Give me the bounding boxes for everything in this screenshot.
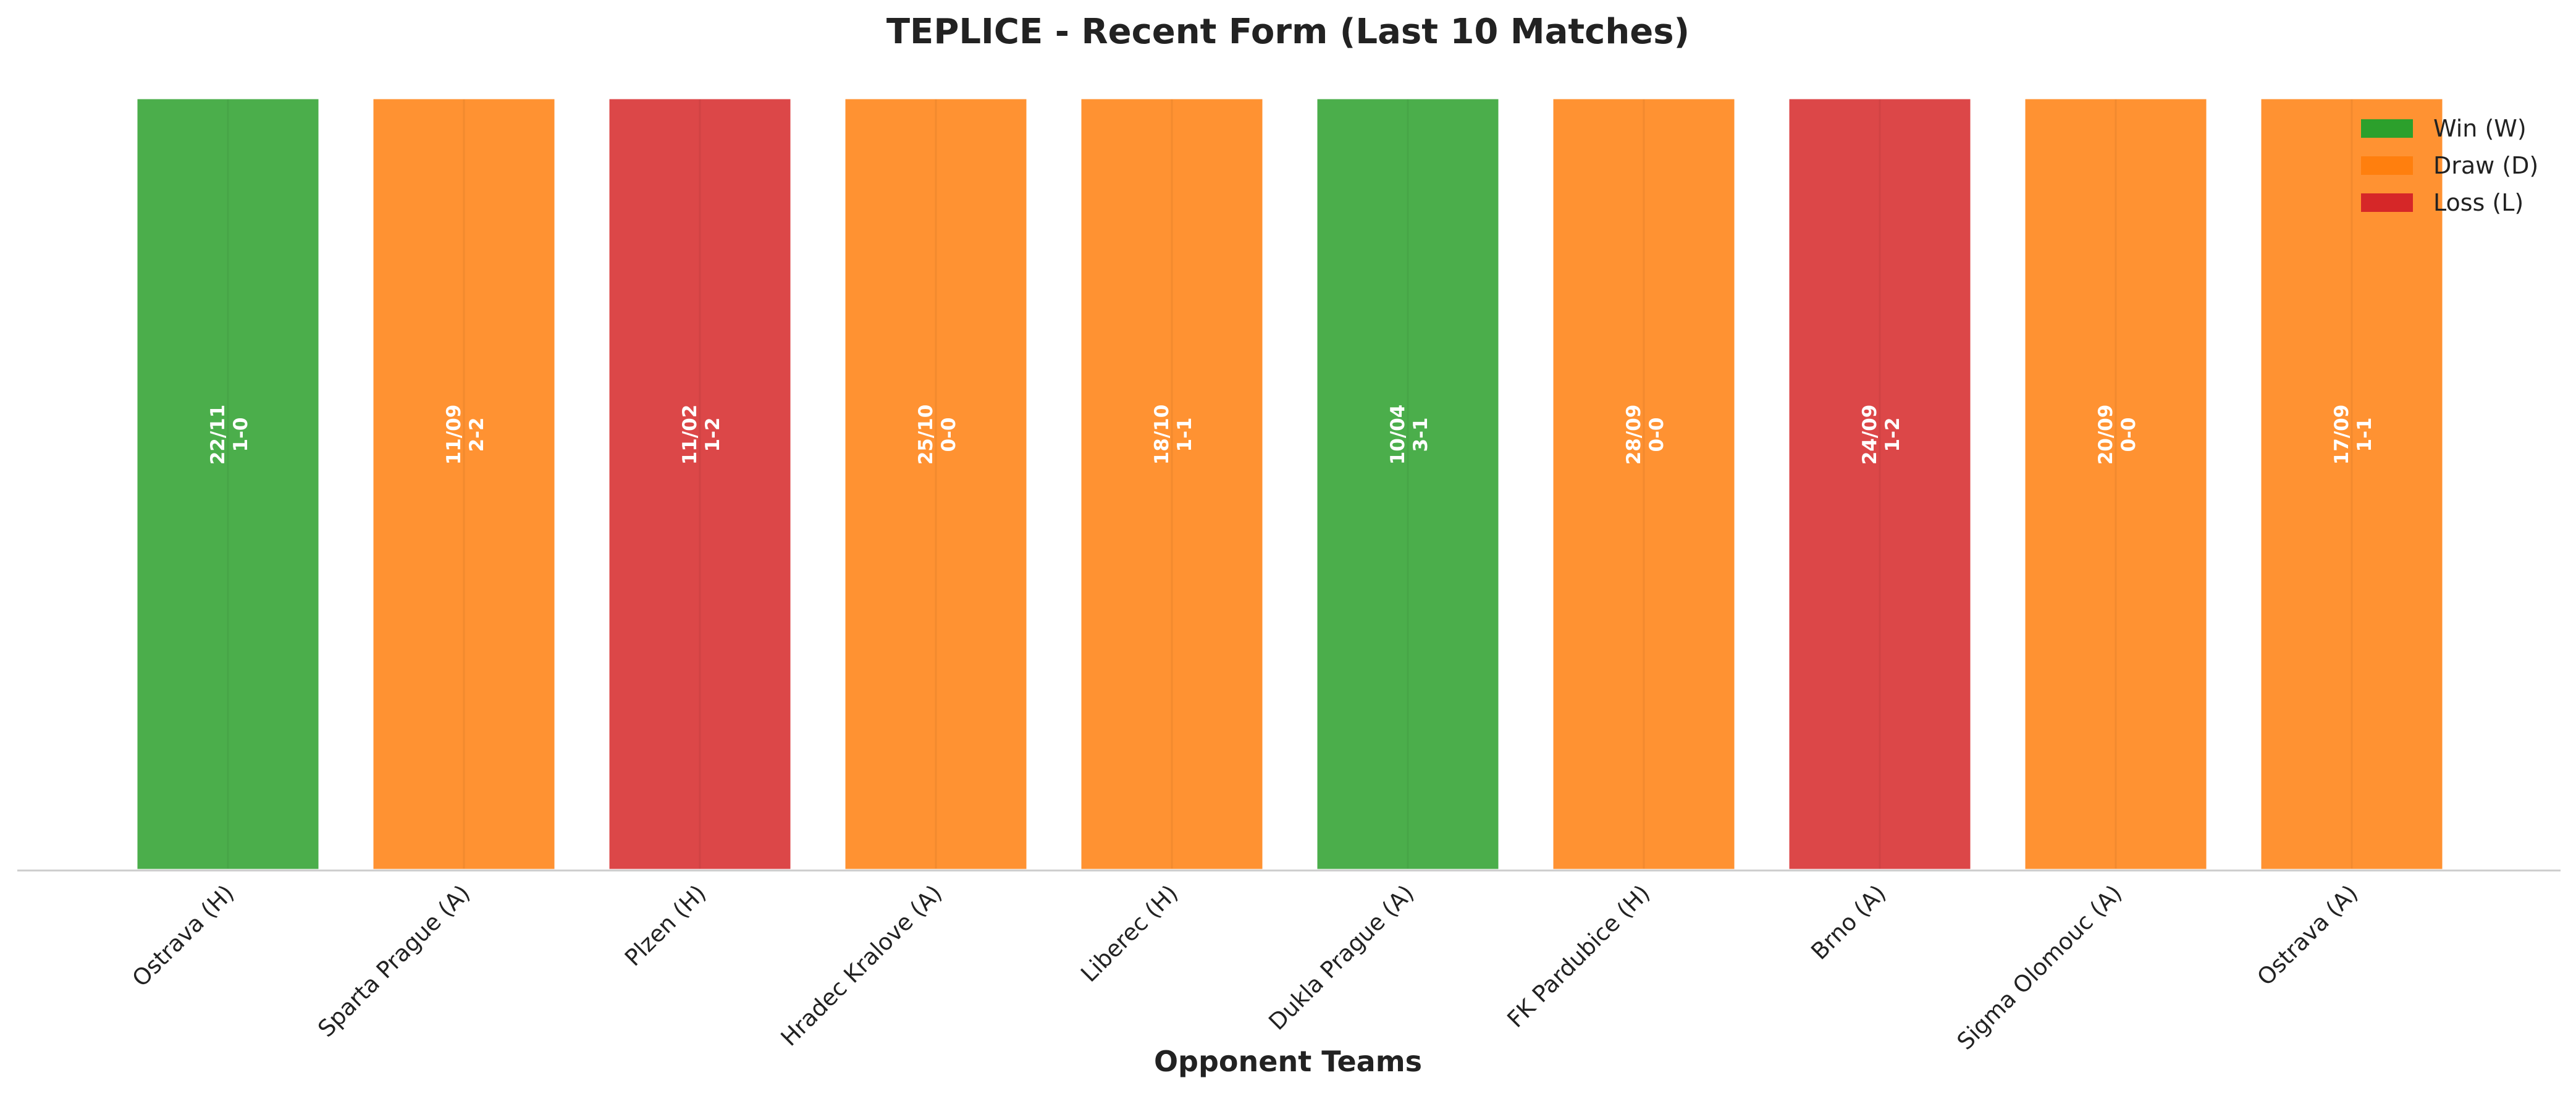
bar-group: 10/043-1: [1314, 96, 1502, 872]
x-tick-label: Sparta Prague (A): [313, 880, 475, 1042]
bar-label-date: 25/10: [915, 405, 937, 465]
bar-label: 18/101-1: [1151, 405, 1196, 465]
bar-label-date: 24/09: [1859, 405, 1881, 465]
bar-label-date: 17/09: [2331, 405, 2353, 465]
x-tick-label: Liberec (H): [1075, 880, 1183, 987]
legend-label: Win (W): [2433, 115, 2527, 142]
bar-label: 24/091-2: [1859, 405, 1904, 465]
bar-group: 17/091-1: [2258, 96, 2446, 872]
bar-label-score: 1-1: [1174, 417, 1196, 452]
bar-group: 18/101-1: [1078, 96, 1266, 872]
bar: [1078, 96, 1266, 872]
bar-label: 22/111-0: [207, 405, 252, 465]
x-tick-label: Sigma Olomouc (A): [1952, 880, 2128, 1055]
bar-label: 25/100-0: [915, 405, 960, 465]
bar-group: 11/021-2: [606, 96, 794, 872]
bar-label: 11/021-2: [679, 405, 724, 465]
legend-item: Draw (D): [2361, 152, 2538, 179]
bar: [370, 96, 558, 872]
bar-label-score: 3-1: [1410, 417, 1432, 452]
bar-label-score: 1-0: [230, 417, 252, 452]
bar-label-date: 10/04: [1387, 405, 1409, 465]
bar-label-score: 0-0: [938, 417, 960, 452]
bar: [606, 96, 794, 872]
bar: [134, 96, 322, 872]
bar-label-score: 0-0: [1646, 417, 1668, 452]
bar-label-date: 20/09: [2095, 405, 2117, 465]
bar-label: 20/090-0: [2095, 405, 2140, 465]
chart-title: TEPLICE - Recent Form (Last 10 Matches): [886, 12, 1690, 52]
x-axis-label: Opponent Teams: [1154, 1045, 1422, 1078]
bar-label-date: 22/11: [207, 405, 229, 465]
bar-label-score: 1-2: [702, 417, 724, 452]
x-tick-label: Ostrava (A): [2252, 880, 2363, 991]
legend-swatch: [2361, 193, 2413, 212]
bar-label-date: 11/09: [443, 405, 465, 465]
x-tick-labels: Ostrava (H) Sparta Prague (A) Plzen (H) Hra…: [127, 880, 2363, 1055]
legend-item: Win (W): [2361, 115, 2527, 142]
legend-swatch: [2361, 119, 2413, 138]
x-tick-label: FK Pardubice (H): [1502, 880, 1656, 1033]
bar-group: 20/090-0: [2022, 96, 2210, 872]
legend-swatch: [2361, 156, 2413, 175]
bar-label: 10/043-1: [1387, 405, 1432, 465]
legend-label: Loss (L): [2433, 189, 2523, 216]
bar-label: 28/090-0: [1623, 405, 1668, 465]
bar-label-date: 28/09: [1623, 405, 1645, 465]
bar: [842, 96, 1030, 872]
legend-label: Draw (D): [2433, 152, 2538, 179]
bar-label-score: 0-0: [2118, 417, 2140, 452]
bar-group: 28/090-0: [1550, 96, 1738, 872]
bar-label-score: 2-2: [466, 417, 488, 452]
bar-label-date: 11/02: [679, 405, 701, 465]
bar-group: 11/092-2: [370, 96, 558, 872]
bar: [2258, 96, 2446, 872]
x-tick-label: Hradec Kralove (A): [776, 880, 948, 1052]
bars-layer: 22/111-0 11/092-2 11/021-2 25/100-0 18/101-1…: [134, 96, 2446, 872]
x-tick-label: Dukla Prague (A): [1263, 880, 1419, 1035]
bar-label: 17/091-1: [2331, 405, 2376, 465]
x-tick-label: Ostrava (H): [127, 880, 240, 992]
legend: Win (W) Draw (D) Loss (L): [2361, 115, 2538, 216]
legend-item: Loss (L): [2361, 189, 2523, 216]
bar-group: 22/111-0: [134, 96, 322, 872]
bar-group: 25/100-0: [842, 96, 1030, 872]
bar-group: 24/091-2: [1786, 96, 1974, 872]
bar-label-score: 1-1: [2354, 417, 2376, 452]
bar: [1314, 96, 1502, 872]
x-tick-label: Brno (A): [1806, 880, 1891, 965]
bar: [1550, 96, 1738, 872]
bar-label: 11/092-2: [443, 405, 488, 465]
bar-label-date: 18/10: [1151, 405, 1173, 465]
bar-label-score: 1-2: [1882, 417, 1904, 452]
x-tick-label: Plzen (H): [620, 880, 711, 971]
